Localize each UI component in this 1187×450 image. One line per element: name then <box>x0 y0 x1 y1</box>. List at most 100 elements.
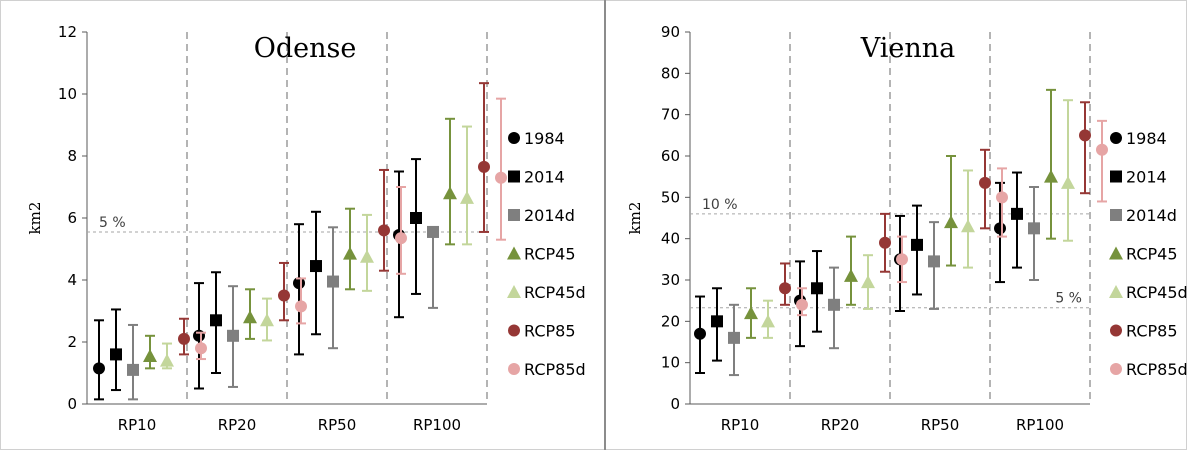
legend-label: 1984 <box>1126 129 1167 148</box>
data-point <box>378 224 390 237</box>
legend-marker <box>508 363 520 375</box>
y-tick-label: 12 <box>58 23 77 41</box>
data-point <box>93 362 105 375</box>
chart-title: Vienna <box>860 33 956 64</box>
data-point <box>1079 129 1091 142</box>
legend-label: 2014 <box>524 168 565 187</box>
x-tick-label: RP10 <box>721 416 760 434</box>
data-point <box>911 238 923 251</box>
y-axis-title: km2 <box>26 202 44 235</box>
legend-marker <box>507 285 521 298</box>
legend-label: 1984 <box>524 129 565 148</box>
vienna-chart: 0 10 20 30 40 50 60 70 80 90 km2 RP10 RP20 RP50 RP100 1… <box>626 23 1187 434</box>
y-tick-label: 30 <box>661 271 680 289</box>
legend-marker <box>508 209 520 221</box>
data-point <box>996 191 1008 204</box>
legend-label: RCP85 <box>524 322 576 341</box>
data-point <box>1011 207 1023 220</box>
y-axis-title: km2 <box>626 202 644 235</box>
data-point <box>395 232 407 245</box>
data-point <box>1096 143 1108 156</box>
data-point <box>994 222 1006 235</box>
data-point <box>410 212 422 224</box>
data-point <box>310 260 322 273</box>
data-point <box>478 160 490 173</box>
legend-marker <box>1110 170 1122 183</box>
legend-label: 2014d <box>524 206 575 225</box>
data-point <box>694 327 706 340</box>
y-tick-label: 10 <box>58 85 77 103</box>
data-point <box>460 190 474 204</box>
legend-label: RCP85d <box>524 360 586 379</box>
data-point <box>779 282 791 295</box>
data-point <box>343 246 357 260</box>
data-point <box>896 253 908 266</box>
y-tick-label: 2 <box>67 333 77 351</box>
x-tick-label: RP50 <box>318 416 357 434</box>
legend-label: 2014 <box>1126 168 1167 187</box>
data-point <box>195 342 207 355</box>
data-point <box>744 306 758 320</box>
legend-label: RCP45 <box>524 245 576 264</box>
data-point <box>210 314 222 327</box>
data-point <box>443 186 457 200</box>
y-tick-label: 20 <box>661 312 680 330</box>
x-tick-label: RP20 <box>821 416 860 434</box>
y-tick-label: 40 <box>661 230 680 248</box>
threshold-label: 5 % <box>99 215 126 231</box>
data-point <box>178 332 190 345</box>
data-point <box>160 353 174 367</box>
data-point <box>143 348 157 362</box>
data-point <box>928 255 940 268</box>
legend-label: 2014d <box>1126 206 1177 225</box>
x-tick-label: RP20 <box>218 416 257 434</box>
legend-label: RCP45 <box>1126 245 1178 264</box>
legend-marker <box>1109 285 1123 298</box>
data-point <box>243 310 257 324</box>
y-tick-label: 4 <box>67 271 77 289</box>
y-tick-label: 6 <box>67 209 77 227</box>
y-tick-label: 90 <box>661 23 680 41</box>
data-point <box>828 298 840 311</box>
data-point <box>495 171 507 184</box>
x-tick-label: RP10 <box>118 416 157 434</box>
data-point <box>278 289 290 302</box>
legend-label: RCP85d <box>1126 360 1187 379</box>
data-point <box>360 249 374 263</box>
odense-chart: 0 2 4 6 8 10 12 km2 RP10 RP20 RP50 RP100 5 % Odense 19… <box>26 23 586 434</box>
legend-label: RCP45d <box>524 283 586 302</box>
data-point <box>127 363 139 376</box>
data-point <box>260 313 274 327</box>
data-point <box>193 329 205 342</box>
legend-marker <box>1109 246 1123 260</box>
data-point <box>728 331 740 344</box>
y-tick-label: 70 <box>661 106 680 124</box>
legend-marker <box>508 324 520 337</box>
data-point <box>861 275 875 289</box>
legend-marker <box>1110 209 1122 221</box>
data-point <box>110 348 122 361</box>
data-point <box>944 215 958 229</box>
x-tick-label: RP100 <box>413 416 461 434</box>
threshold-label: 5 % <box>1055 291 1082 307</box>
legend-label: RCP85 <box>1126 322 1178 341</box>
data-point <box>711 315 723 328</box>
legend-marker <box>1110 324 1122 337</box>
legend-marker <box>1110 132 1122 144</box>
x-tick-label: RP50 <box>921 416 960 434</box>
data-point <box>1061 175 1075 189</box>
data-point <box>979 176 991 189</box>
legend-marker <box>508 132 520 144</box>
threshold-label: 10 % <box>702 197 738 213</box>
data-point <box>761 314 775 328</box>
data-point <box>879 236 891 249</box>
data-point <box>1028 222 1040 235</box>
y-tick-label: 60 <box>661 147 680 165</box>
y-tick-label: 0 <box>670 395 680 413</box>
data-point <box>1044 169 1058 183</box>
data-point <box>327 275 339 288</box>
chart-title: Odense <box>254 33 357 64</box>
data-point <box>811 282 823 295</box>
data-point <box>295 300 307 313</box>
